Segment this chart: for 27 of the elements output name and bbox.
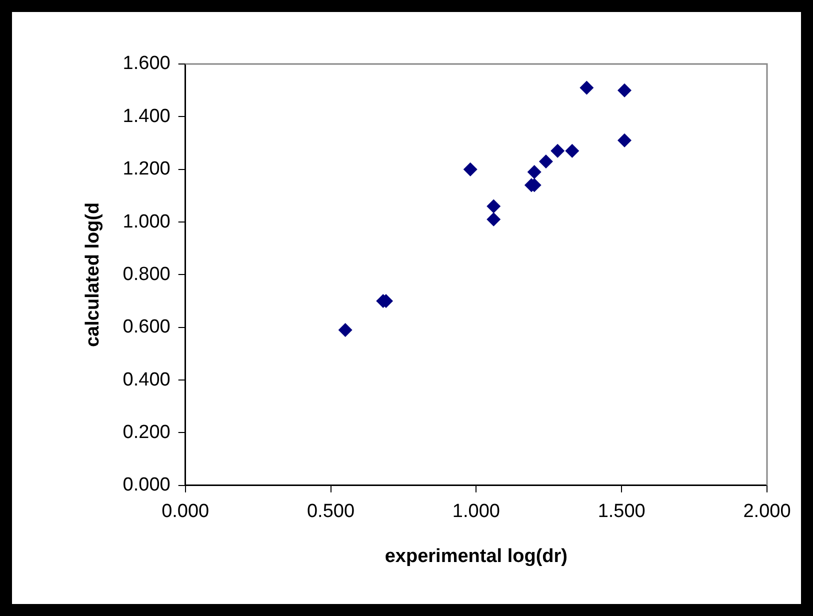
y-tick-label: 1.000 (122, 211, 170, 232)
y-tick-label: 1.400 (122, 106, 170, 127)
point (463, 162, 478, 176)
point (565, 144, 580, 158)
y-tick-label: 1.200 (122, 158, 170, 180)
x-axis-title: experimental log(dr) (384, 546, 568, 567)
point (617, 83, 632, 98)
point (486, 199, 501, 214)
point (486, 212, 501, 226)
point (550, 144, 565, 158)
y-axis-title: calculated log(d (82, 202, 104, 348)
y-tick-label: 0.000 (122, 474, 170, 496)
y-tick-label: 0.200 (122, 422, 170, 443)
point (338, 323, 352, 338)
y-tick-label: 1.600 (122, 53, 170, 74)
x-tick-label: 1.000 (452, 501, 500, 522)
point (617, 133, 632, 148)
x-tick-label: 1.500 (598, 501, 646, 522)
x-tick-label: 0.500 (306, 501, 355, 522)
y-tick-label: 0.400 (122, 369, 170, 390)
point (538, 154, 553, 168)
y-tick-label: 0.800 (122, 264, 170, 285)
point (527, 164, 542, 179)
y-tick-label: 0.600 (122, 316, 170, 338)
point (580, 80, 594, 95)
x-tick-label: 0.000 (162, 501, 210, 522)
x-tick-label: 2.000 (743, 501, 791, 522)
